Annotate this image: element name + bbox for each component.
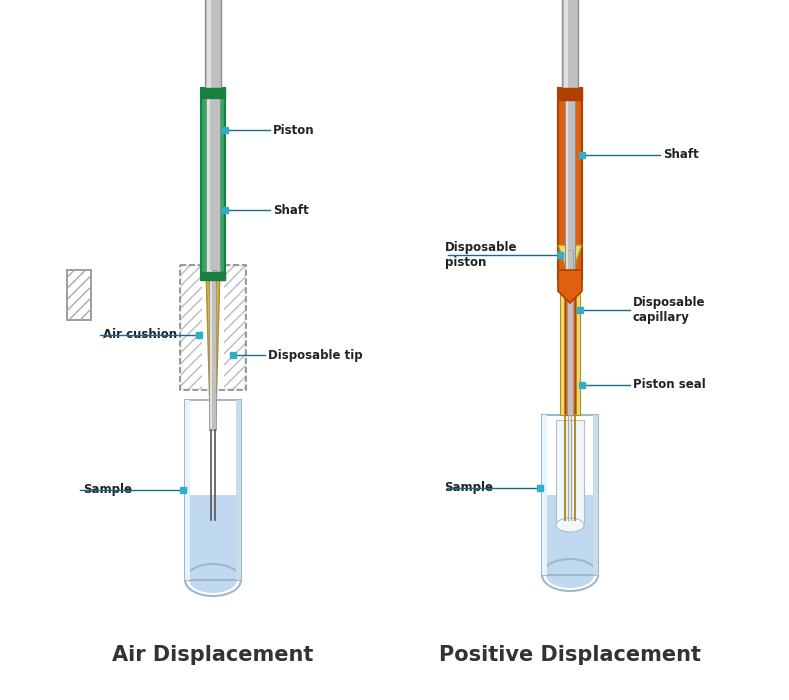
Bar <box>565 88 575 280</box>
Bar <box>201 88 225 280</box>
Text: Air cushion: Air cushion <box>103 328 177 342</box>
Bar <box>593 415 598 575</box>
Ellipse shape <box>189 567 237 593</box>
Text: Piston: Piston <box>273 123 315 136</box>
Bar <box>546 495 594 575</box>
Bar <box>558 88 582 280</box>
Text: Shaft: Shaft <box>663 148 699 162</box>
Text: Air Displacement: Air Displacement <box>112 645 314 665</box>
Bar <box>207 0 211 100</box>
Ellipse shape <box>546 562 594 588</box>
Bar <box>201 88 225 98</box>
Text: Sample: Sample <box>83 484 132 496</box>
Bar <box>565 250 575 415</box>
Text: Positive Displacement: Positive Displacement <box>439 645 701 665</box>
Bar <box>564 0 568 100</box>
Bar <box>567 250 573 415</box>
Bar <box>67 270 91 320</box>
Bar <box>236 400 241 580</box>
Polygon shape <box>558 245 582 265</box>
Bar <box>189 495 237 580</box>
Text: Disposable
piston: Disposable piston <box>445 241 518 269</box>
Polygon shape <box>212 270 220 430</box>
Text: Shaft: Shaft <box>273 204 308 216</box>
Polygon shape <box>206 270 214 430</box>
Bar <box>202 266 224 389</box>
Text: Disposable tip: Disposable tip <box>268 349 363 361</box>
Bar <box>207 88 210 278</box>
Polygon shape <box>558 270 582 303</box>
Bar <box>185 400 190 580</box>
Bar <box>185 400 241 580</box>
Bar <box>211 270 212 430</box>
Bar <box>558 88 582 100</box>
Bar <box>556 420 584 525</box>
Bar <box>210 270 216 430</box>
Bar <box>67 270 91 320</box>
Bar <box>562 0 578 100</box>
Ellipse shape <box>556 518 584 532</box>
Text: Disposable
capillary: Disposable capillary <box>633 296 705 324</box>
Bar <box>566 88 568 280</box>
Bar <box>206 88 220 278</box>
Text: Piston seal: Piston seal <box>633 379 705 391</box>
Bar <box>542 415 598 575</box>
Bar <box>542 415 547 575</box>
Bar <box>181 266 245 389</box>
Bar <box>576 250 580 415</box>
Text: Sample: Sample <box>444 482 493 494</box>
Bar <box>205 0 221 100</box>
Bar <box>201 272 225 280</box>
Bar <box>560 250 564 415</box>
